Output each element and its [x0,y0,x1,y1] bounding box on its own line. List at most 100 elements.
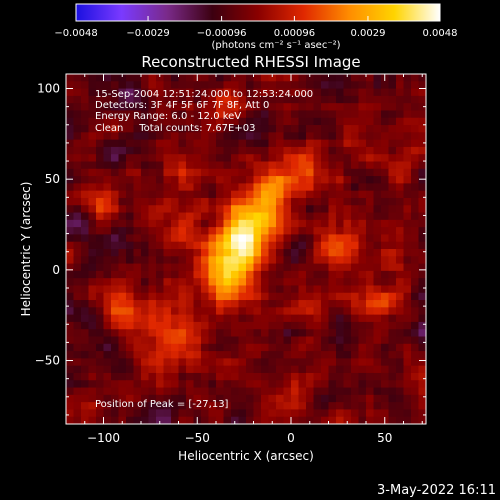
heatmap-cell [306,197,314,206]
heatmap-cell [253,336,262,345]
heatmap-cell [208,234,217,243]
heatmap-cell [336,365,344,374]
heatmap-cell [208,321,217,330]
heatmap-cell [66,387,74,396]
heatmap-cell [418,132,426,141]
heatmap-cell [133,336,142,345]
heatmap-cell [343,278,352,286]
heatmap-cell [103,88,112,97]
heatmap-cell [268,183,277,192]
heatmap-cell [358,292,367,301]
heatmap-cell [208,168,217,177]
heatmap-cell [96,125,104,133]
heatmap-cell [171,241,179,250]
heatmap-cell [96,285,104,294]
heatmap-cell [208,117,217,126]
heatmap-cell [366,183,374,192]
heatmap-cell [411,358,419,367]
heatmap-cell [73,278,82,286]
heatmap-cell [403,256,412,265]
heatmap-cell [313,358,322,367]
heatmap-cell [231,314,239,323]
heatmap-cell [141,270,149,279]
heatmap-cell [156,183,164,192]
heatmap-cell [223,372,232,381]
heatmap-cell [193,285,202,294]
heatmap-cell [66,154,74,162]
heatmap-cell [328,190,337,199]
heatmap-cell [321,307,329,316]
heatmap-cell [118,110,127,119]
heatmap-cell [171,336,179,345]
heatmap-cell [366,219,374,228]
heatmap-cell [171,212,179,221]
heatmap-cell [381,278,389,286]
heatmap-cell [276,358,284,367]
heatmap-cell [81,329,89,337]
heatmap-cell [111,103,119,111]
heatmap-cell [163,394,172,403]
heatmap-cell [411,183,419,192]
heatmap-cell [366,139,374,148]
heatmap-cell [141,300,149,308]
heatmap-cell [313,278,322,286]
heatmap-cell [238,132,247,141]
heatmap-cell [283,270,292,279]
heatmap-cell [118,212,127,221]
heatmap-cell [418,336,426,345]
heatmap-cell [328,285,337,294]
heatmap-cell [201,358,209,367]
heatmap-cell [141,380,149,389]
heatmap-cell [186,321,194,330]
heatmap-cell [358,212,367,221]
heatmap-cell [418,212,426,221]
heatmap-cell [276,365,284,374]
heatmap-cell [118,365,127,374]
heatmap-cell [81,197,89,206]
heatmap-cell [268,95,277,104]
heatmap-cell [291,351,299,359]
heatmap-cell [141,81,149,90]
heatmap-cell [186,285,194,294]
heatmap-cell [298,227,307,235]
heatmap-cell [276,161,284,170]
heatmap-cell [163,365,172,374]
heatmap-cell [81,351,89,359]
heatmap-cell [66,263,74,272]
heatmap-cell [291,197,299,206]
heatmap-cell [126,110,134,119]
heatmap-cell [276,234,284,243]
heatmap-cell [306,227,314,235]
heatmap-cell [216,314,224,323]
heatmap-cell [298,416,307,424]
heatmap-cell [96,212,104,221]
heatmap-cell [261,300,269,308]
heatmap-cell [133,197,142,206]
heatmap-cell [141,343,149,352]
heatmap-cell [388,95,397,104]
heatmap-cell [96,139,104,148]
heatmap-cell [411,256,419,265]
heatmap-cell [358,161,367,170]
colorbar-ticks: −0.0048 −0.0029 −0.00096 0.00096 0.0029 0.004… [54,16,458,39]
heatmap-cell [418,270,426,279]
heatmap-cell [336,88,344,97]
heatmap-cell [96,219,104,228]
heatmap-cell [403,329,412,337]
annotation-energy-range: Energy Range: 6.0 - 12.0 keV [95,111,241,122]
heatmap-cell [321,117,329,126]
heatmap-cell [201,351,209,359]
heatmap-cell [291,270,299,279]
heatmap-cell [411,292,419,301]
heatmap-cell [261,168,269,177]
heatmap-cell [66,241,74,250]
heatmap-cell [343,227,352,235]
heatmap-cell [328,321,337,330]
heatmap-cell [366,110,374,119]
heatmap-cell [156,219,164,228]
heatmap-cell [396,402,404,410]
heatmap-cell [126,197,134,206]
heatmap-cell [381,117,389,126]
heatmap-cell [81,161,89,170]
heatmap-cell [163,351,172,359]
